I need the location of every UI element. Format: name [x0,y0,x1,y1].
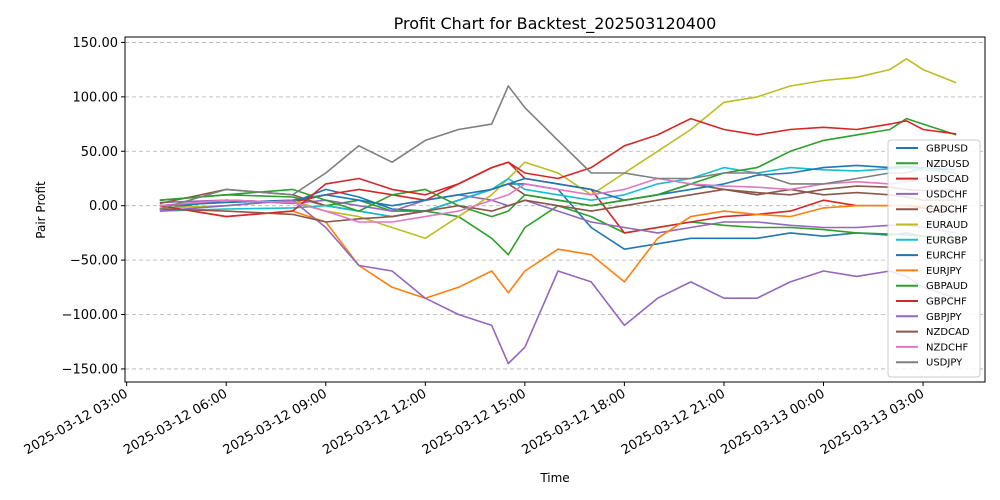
legend-entry: NZDUSD [926,159,970,170]
y-tick-label: 50.00 [81,145,118,160]
y-tick-label: −150.00 [62,362,118,377]
legend-entry: USDCAD [926,174,969,185]
series-lines [159,57,957,365]
legend-entry: EURCHF [926,251,967,262]
series-line-gbpjpy [159,199,957,365]
legend-box [887,139,981,378]
y-tick-label: −50.00 [70,254,118,269]
x-axis-label: Time [539,471,569,485]
series-line-nzdchf [159,177,957,223]
legend-entry: GBPUSD [926,144,968,155]
series-line-usdjpy [159,85,957,210]
series-line-gbpaud [159,117,957,218]
y-axis: 150.00 100.00 50.00 0.00 −50.00 −100.00 −150.0… [62,36,125,377]
series-line-usdchf [159,194,957,234]
legend-entry: EURGBP [926,235,967,246]
legend-entry: GBPAUD [926,281,968,292]
y-tick-label: 150.00 [73,36,119,51]
legend-entry: NZDCHF [926,342,969,353]
y-tick-label: 0.00 [89,199,118,214]
y-gridlines [125,42,985,370]
y-tick-label: 100.00 [73,90,119,105]
y-tick-label: −100.00 [62,308,118,323]
series-line-gbpchf [159,117,957,218]
chart-title: Profit Chart for Backtest_202503120400 [394,14,717,34]
legend-entry: CADCHF [926,205,968,216]
legend-entry: GBPCHF [926,297,967,308]
plot-area-frame [124,36,986,383]
series-line-nzdcad [159,185,957,223]
legend-entry: EURAUD [926,220,968,231]
legend-entry: EURJPY [926,266,962,277]
y-axis-label: Pair Profit [34,181,48,239]
series-line-eurchf [159,164,957,207]
legend-entry: USDCHF [926,189,968,200]
legend-entry: USDJPY [926,358,963,369]
legend-entry: GBPJPY [926,312,962,323]
legend-entry: NZDCAD [926,327,970,338]
legend: GBPUSD NZDUSD USDCAD USDCHF CADCHF EURAUD EURG… [887,139,981,378]
